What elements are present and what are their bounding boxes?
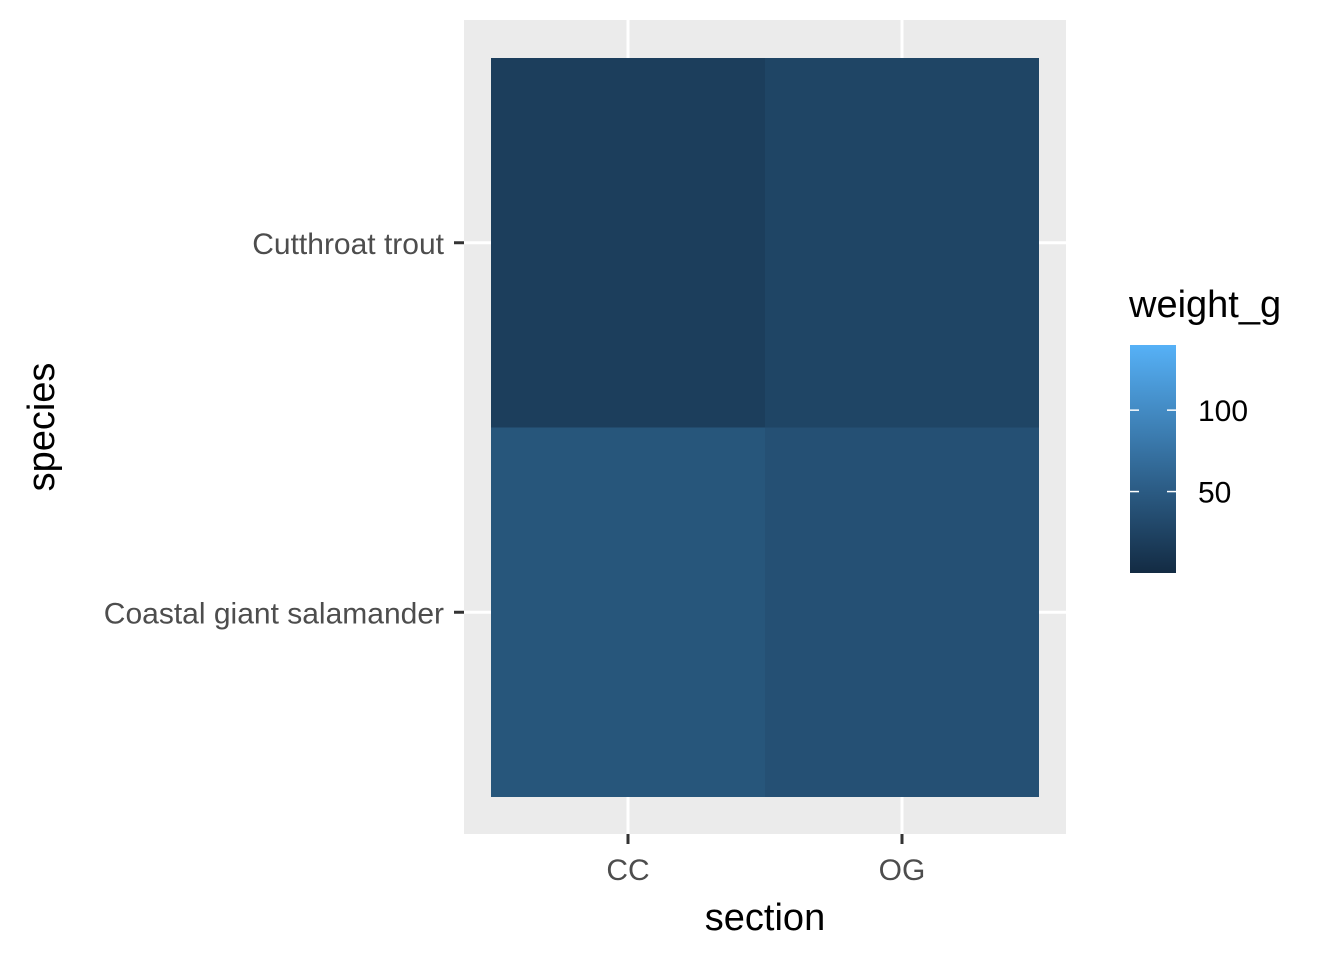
y-tick-label: Coastal giant salamander bbox=[104, 597, 444, 630]
legend-colorbar bbox=[1130, 345, 1176, 573]
legend: weight_g 50 100 bbox=[1128, 284, 1281, 573]
legend-title: weight_g bbox=[1128, 284, 1281, 326]
y-axis: Cutthroat trout Coastal giant salamander bbox=[104, 228, 464, 630]
heatmap-cells bbox=[491, 58, 1039, 797]
heatmap-cell bbox=[765, 427, 1039, 797]
legend-tick-label: 100 bbox=[1198, 395, 1248, 428]
heatmap-cell bbox=[491, 58, 765, 428]
x-axis-title: section bbox=[705, 897, 825, 939]
heatmap-cell bbox=[765, 58, 1039, 428]
x-axis: CC OG bbox=[606, 834, 925, 887]
heatmap-cell bbox=[491, 427, 765, 797]
y-axis-title: species bbox=[21, 363, 63, 492]
legend-tick-label: 50 bbox=[1198, 477, 1231, 510]
y-tick-label: Cutthroat trout bbox=[252, 228, 444, 261]
x-tick-label: OG bbox=[879, 854, 926, 887]
x-tick-label: CC bbox=[606, 854, 649, 887]
legend-ticks: 50 100 bbox=[1130, 395, 1248, 510]
